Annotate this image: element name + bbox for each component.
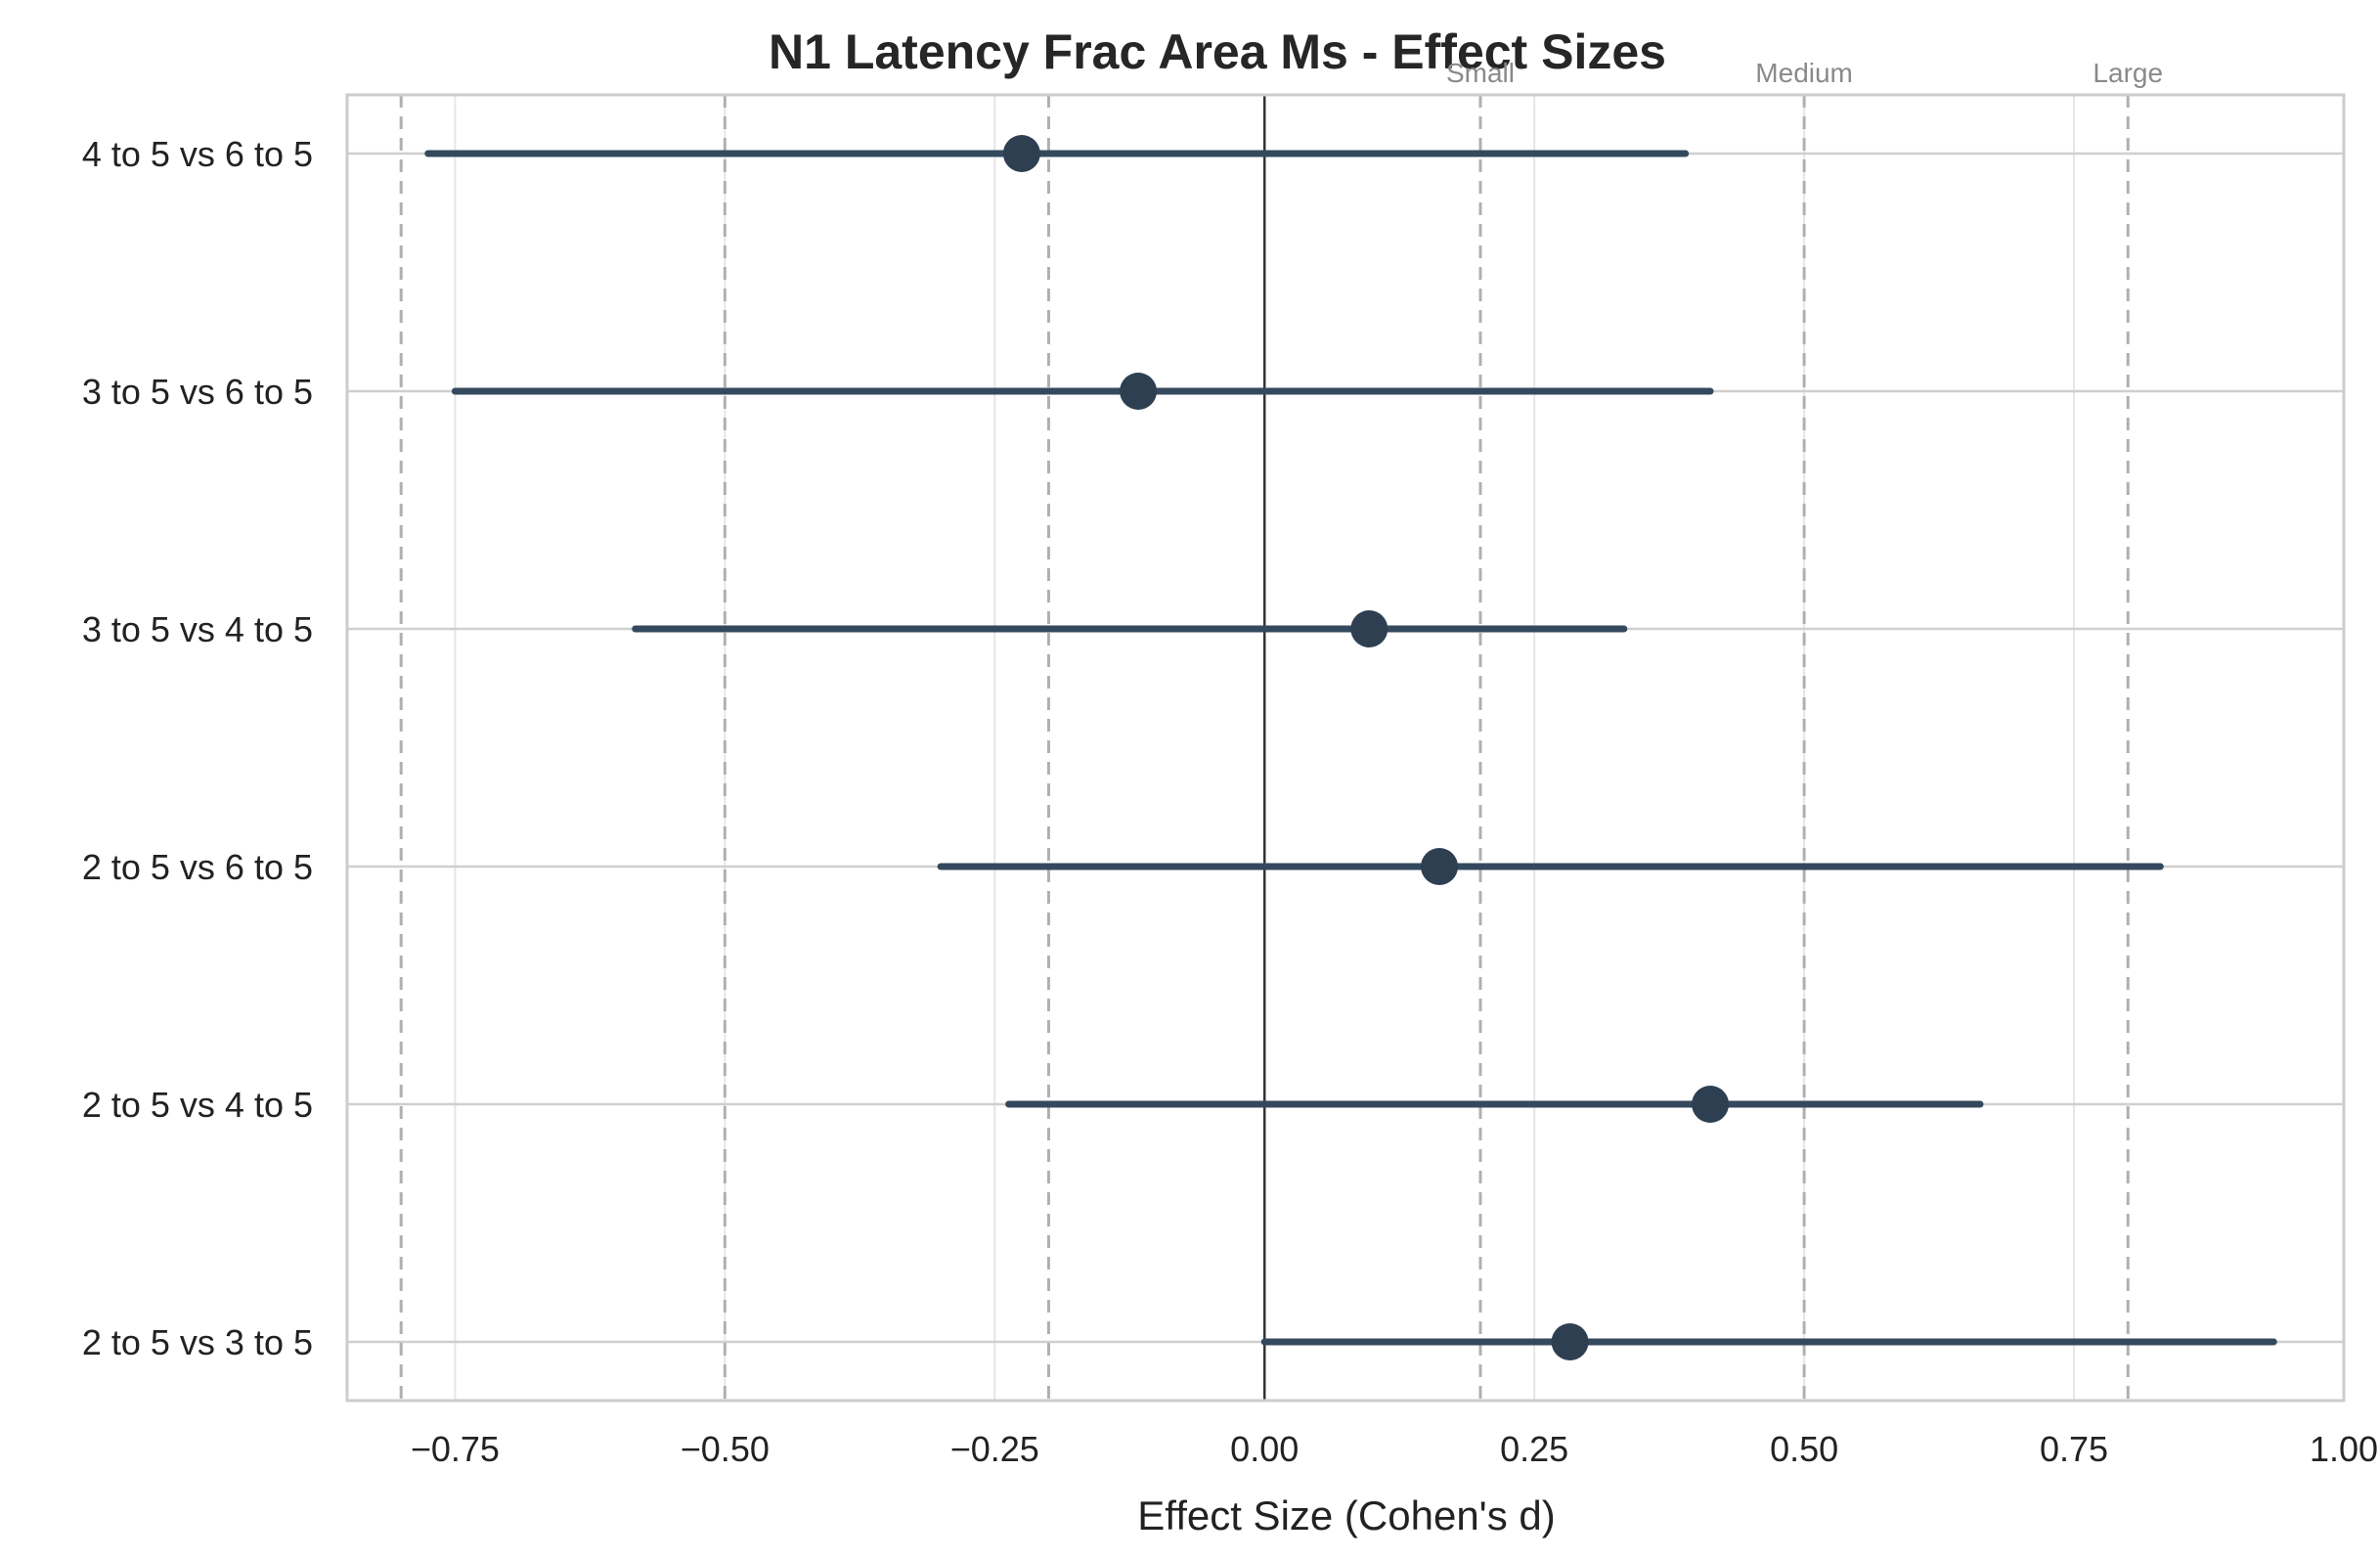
effect-point — [1421, 848, 1459, 885]
y-tick-label: 4 to 5 vs 6 to 5 — [82, 134, 313, 174]
x-tick-label: −0.25 — [950, 1429, 1039, 1469]
y-tick-label: 2 to 5 vs 3 to 5 — [82, 1322, 313, 1362]
x-tick-label: 1.00 — [2310, 1429, 2378, 1469]
y-tick-label: 3 to 5 vs 4 to 5 — [82, 609, 313, 649]
effect-point — [1350, 610, 1388, 647]
y-tick-label: 3 to 5 vs 6 to 5 — [82, 372, 313, 412]
x-axis-label: Effect Size (Cohen's d) — [1137, 1492, 1555, 1538]
chart-title: N1 Latency Frac Area Ms - Effect Sizes — [769, 24, 1666, 79]
y-tick-label: 2 to 5 vs 4 to 5 — [82, 1085, 313, 1125]
effect-point — [1551, 1323, 1589, 1360]
x-tick-label: −0.50 — [681, 1429, 770, 1469]
x-tick-label: −0.75 — [411, 1429, 500, 1469]
y-tick-label: 2 to 5 vs 6 to 5 — [82, 847, 313, 887]
x-tick-label: 0.50 — [1770, 1429, 1838, 1469]
effect-point — [1120, 373, 1158, 410]
effect-point — [1002, 135, 1040, 172]
x-tick-label: 0.75 — [2040, 1429, 2108, 1469]
effect-point — [1692, 1086, 1730, 1123]
x-tick-label: 0.00 — [1230, 1429, 1299, 1469]
reference-label-large: Large — [2093, 58, 2163, 88]
reference-label-medium: Medium — [1755, 58, 1853, 88]
plot-area: Small Medium Large 4 to 5 vs 6 to 5 3 to 5 v… — [82, 58, 2378, 1469]
x-tick-label: 0.25 — [1500, 1429, 1568, 1469]
reference-label-small: Small — [1446, 58, 1515, 88]
plot-frame — [345, 93, 2346, 1403]
